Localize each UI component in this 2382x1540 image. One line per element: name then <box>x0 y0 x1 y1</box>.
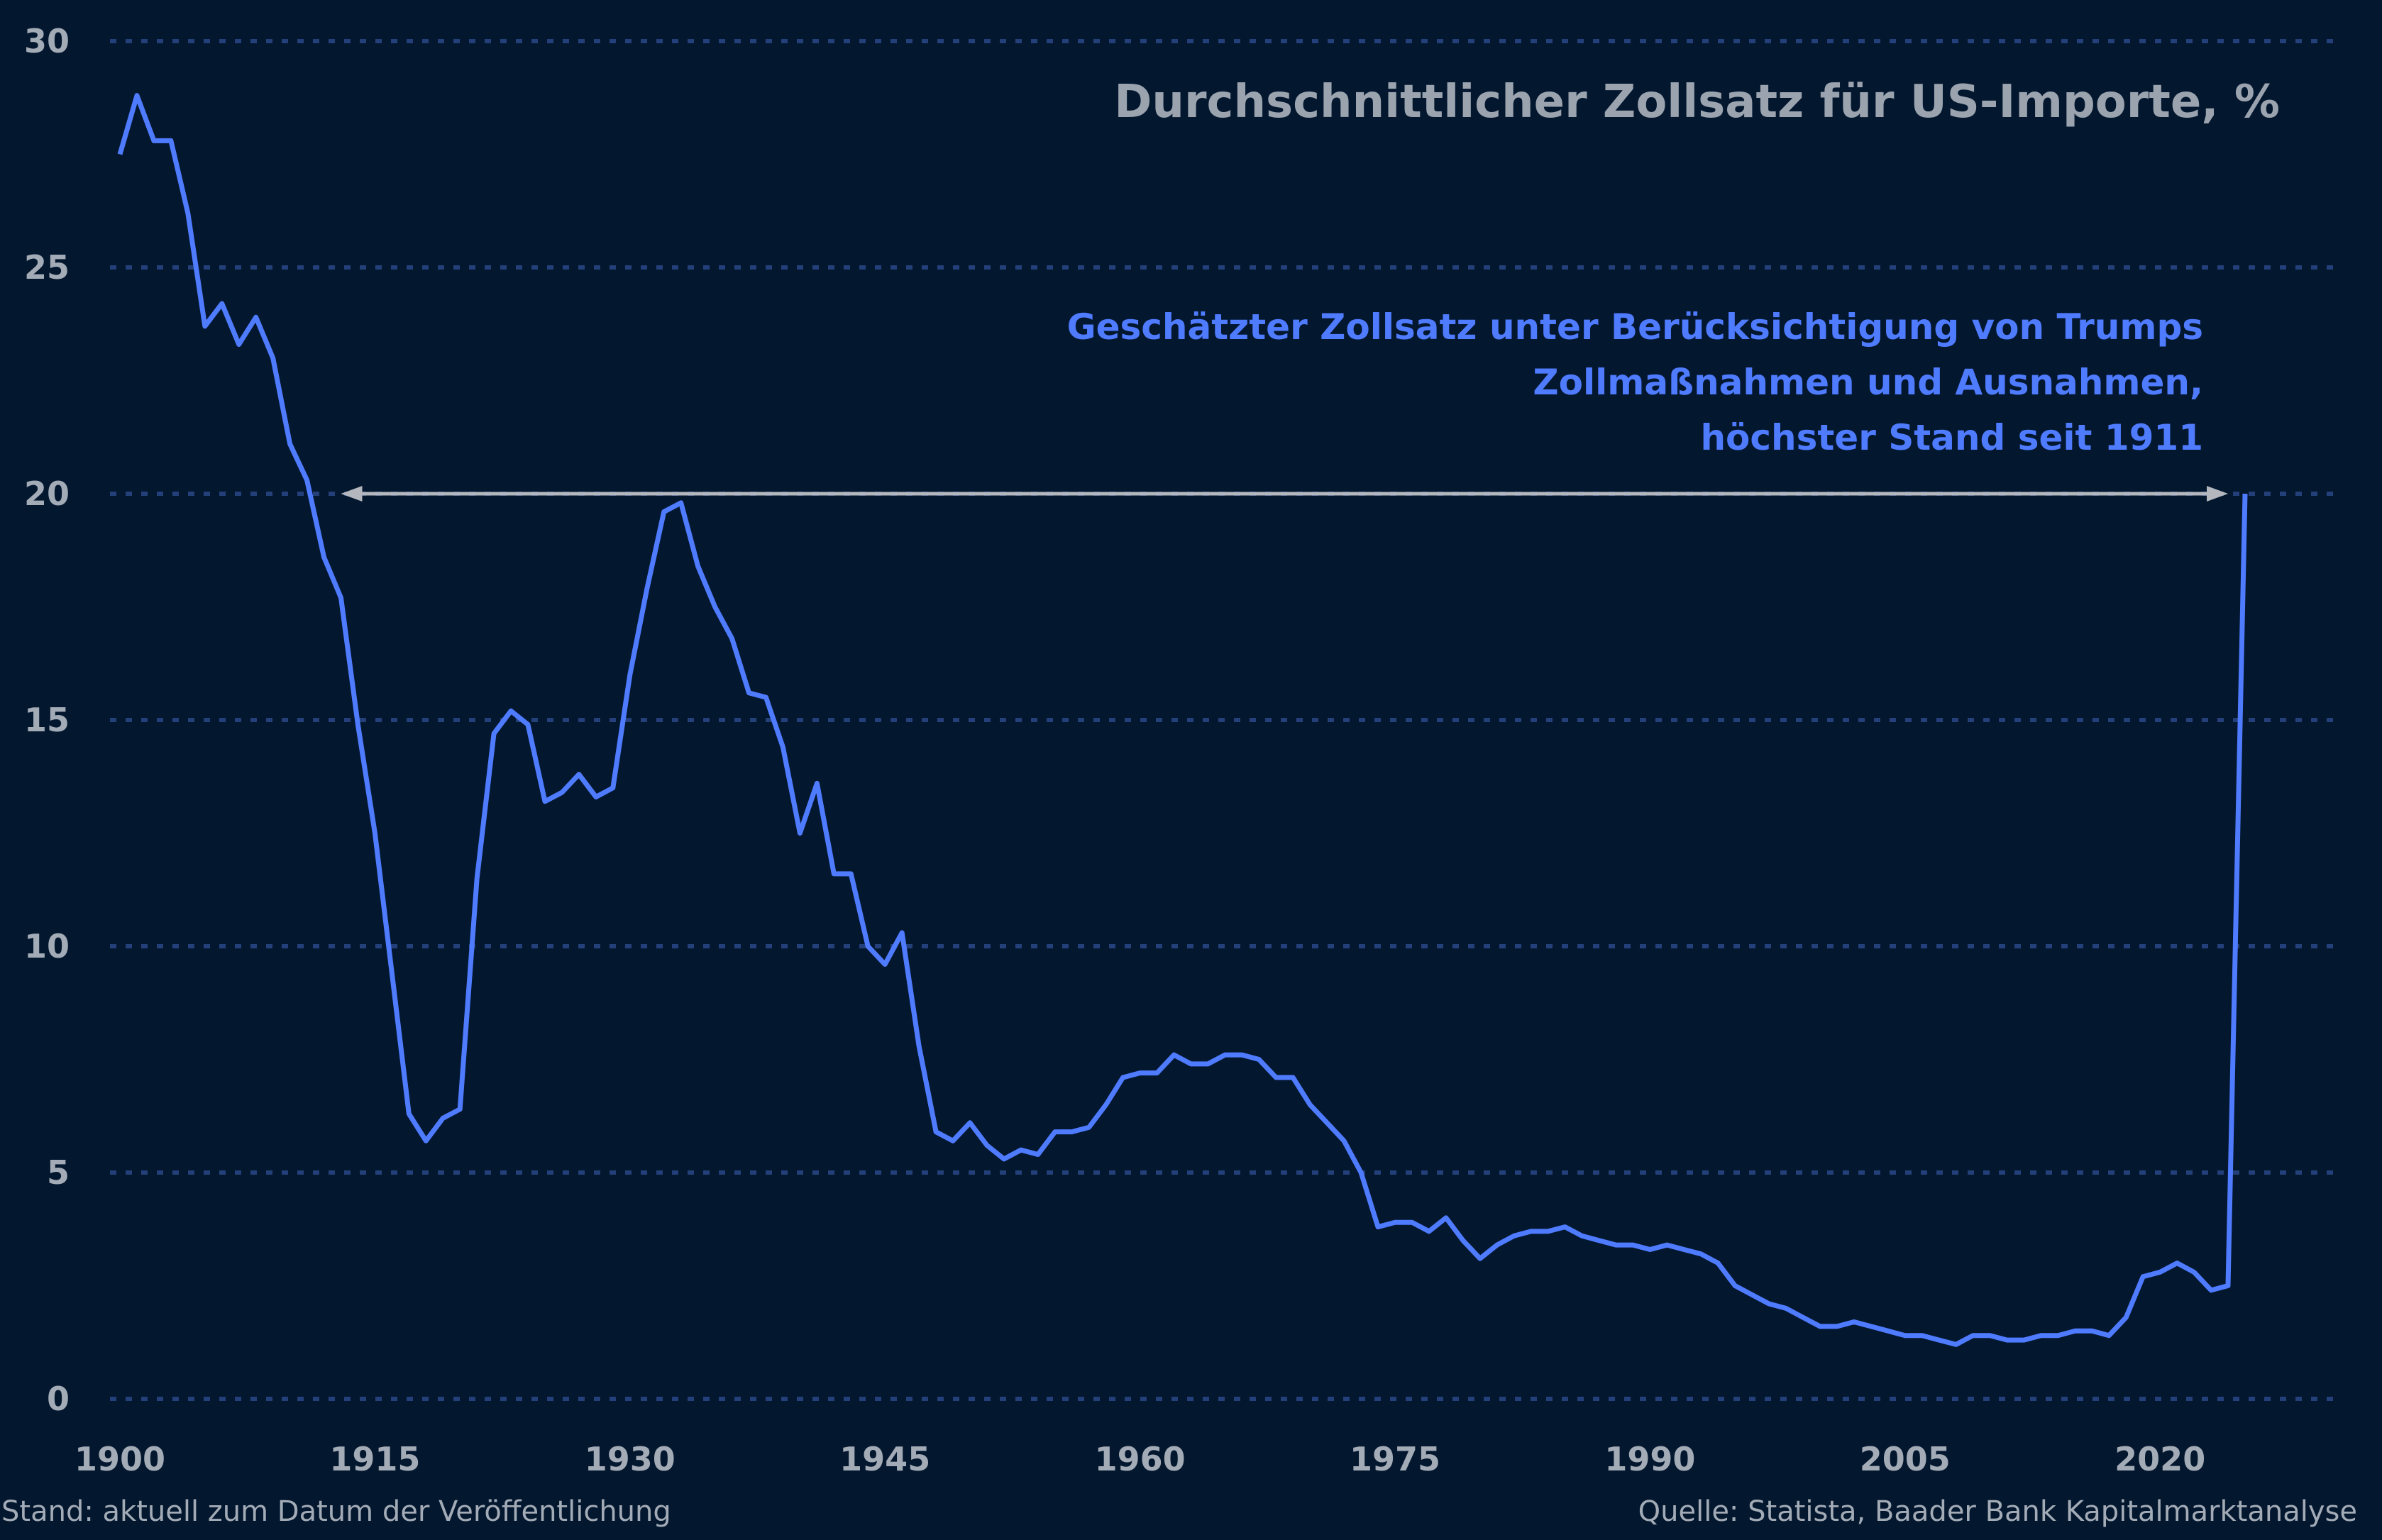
y-tick-label: 15 <box>24 701 70 739</box>
x-tick-label: 1900 <box>75 1440 165 1478</box>
x-tick-label: 1915 <box>329 1440 420 1478</box>
y-tick-label: 30 <box>24 22 70 60</box>
chart-title: Durchschnittlicher Zollsatz für US-Impor… <box>1114 76 2280 128</box>
annotation-line-1: Geschätzter Zollsatz unter Berücksichtig… <box>1067 306 2203 348</box>
x-tick-label: 1930 <box>585 1440 676 1478</box>
y-axis-ticks: 0 5 10 15 20 25 30 <box>24 22 70 1418</box>
annotation-line-3: höchster Stand seit 1911 <box>1700 417 2203 458</box>
y-tick-label: 20 <box>24 475 70 513</box>
annotation-arrow <box>341 486 2229 502</box>
footer-source: Quelle: Statista, Baader Bank Kapitalmar… <box>1638 1495 2357 1528</box>
annotation-line-2: Zollmaßnahmen und Ausnahmen, <box>1533 362 2203 403</box>
arrow-head-right <box>2207 486 2229 502</box>
x-tick-label: 1990 <box>1604 1440 1695 1478</box>
x-tick-label: 1945 <box>839 1440 930 1478</box>
series-line <box>117 93 2248 1347</box>
y-tick-label: 25 <box>24 248 70 287</box>
x-tick-label: 2005 <box>1860 1440 1951 1478</box>
y-tick-label: 5 <box>47 1153 70 1192</box>
footer-date-note: Stand: aktuell zum Datum der Veröffentli… <box>1 1495 671 1528</box>
grid-lines <box>110 39 2334 1401</box>
x-tick-label: 2020 <box>2114 1440 2205 1478</box>
x-axis-ticks: 1900 1915 1930 1945 1960 1975 1990 2005 2020 <box>75 1440 2205 1478</box>
y-tick-label: 0 <box>47 1380 70 1418</box>
x-tick-label: 1975 <box>1350 1440 1440 1478</box>
x-tick-label: 1960 <box>1095 1440 1186 1478</box>
arrow-head-left <box>341 486 363 502</box>
y-tick-label: 10 <box>24 927 70 965</box>
